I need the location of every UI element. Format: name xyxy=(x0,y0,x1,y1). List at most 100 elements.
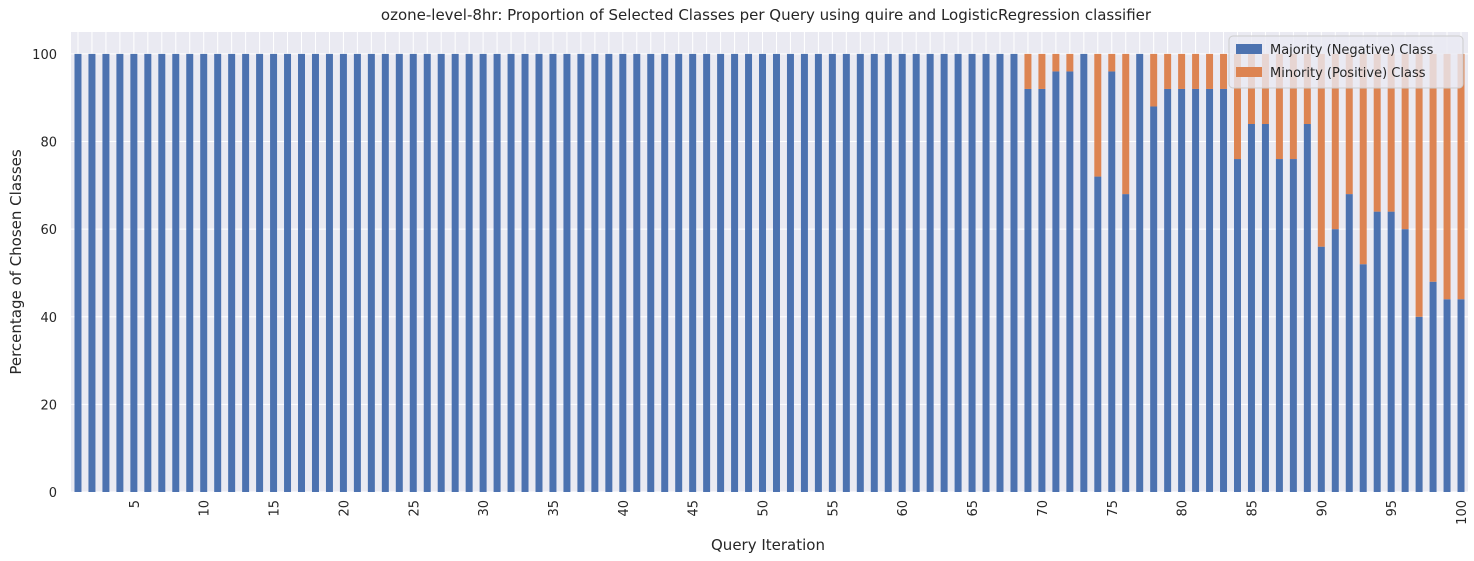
bar-majority xyxy=(284,53,292,493)
bar-majority xyxy=(367,53,375,493)
bar-majority xyxy=(800,53,808,493)
bar-minority xyxy=(1192,53,1200,89)
bar-majority xyxy=(661,53,669,493)
bar-majority xyxy=(1192,88,1200,492)
y-tick-label: 60 xyxy=(40,223,57,238)
x-axis-ticks: 5 10 15 20 25 30 35 40 45 50 55 60 65 70 75 80 85 90 95 100 xyxy=(128,500,1470,525)
bar-majority xyxy=(912,53,920,493)
bar-majority xyxy=(102,53,110,493)
bar-majority xyxy=(1401,229,1409,492)
legend-label-majority: Majority (Negative) Class xyxy=(1270,43,1434,58)
bar-majority xyxy=(675,53,683,493)
bar-minority xyxy=(1108,53,1116,72)
y-tick-label: 0 xyxy=(49,486,57,501)
bar-majority xyxy=(465,53,473,493)
bar-majority xyxy=(1359,264,1367,492)
y-tick-label: 100 xyxy=(32,48,57,63)
x-tick-label: 85 xyxy=(1245,500,1260,517)
x-tick-label: 55 xyxy=(826,500,841,517)
bar-majority xyxy=(884,53,892,493)
bar-majority xyxy=(409,53,417,493)
bar-majority xyxy=(619,53,627,493)
x-tick-label: 25 xyxy=(407,500,422,517)
bar-majority xyxy=(1024,88,1032,492)
x-tick-label: 70 xyxy=(1036,500,1051,517)
bar-majority xyxy=(828,53,836,493)
plot-area xyxy=(71,32,1468,492)
bar-minority xyxy=(1331,53,1339,230)
bar-majority xyxy=(1373,211,1381,492)
legend: Majority (Negative) Class Minority (Posi… xyxy=(1228,35,1464,89)
bars-group xyxy=(74,53,1465,493)
bar-minority xyxy=(1373,53,1381,212)
y-axis-ticks: 0 20 40 60 80 100 xyxy=(32,48,57,501)
bar-majority xyxy=(563,53,571,493)
bar-majority xyxy=(1206,88,1214,492)
x-tick-label: 45 xyxy=(687,500,702,517)
bar-majority xyxy=(242,53,250,493)
bar-majority xyxy=(982,53,990,493)
y-tick-label: 80 xyxy=(40,136,57,151)
bar-majority xyxy=(298,53,305,493)
x-tick-label: 10 xyxy=(198,500,213,517)
bar-majority xyxy=(1108,71,1116,492)
bar-minority xyxy=(1164,53,1172,89)
bar-majority xyxy=(144,53,152,493)
bar-majority xyxy=(437,53,445,493)
bar-majority xyxy=(703,53,711,493)
y-axis-label: Percentage of Chosen Classes xyxy=(7,149,25,375)
x-tick-label: 35 xyxy=(547,500,562,517)
bar-majority xyxy=(116,53,124,493)
bar-majority xyxy=(591,53,599,493)
bar-majority xyxy=(731,53,739,493)
bar-majority xyxy=(507,53,515,493)
bar-minority xyxy=(1275,53,1283,160)
bar-minority xyxy=(1415,53,1423,317)
bar-minority xyxy=(1066,53,1074,72)
bar-minority xyxy=(1359,53,1367,265)
bar-minority xyxy=(1206,53,1214,89)
bar-majority xyxy=(759,53,767,493)
bar-minority xyxy=(1457,53,1465,300)
bar-majority xyxy=(423,53,431,493)
bar-majority xyxy=(1429,281,1437,492)
x-tick-label: 30 xyxy=(477,500,492,517)
bar-majority xyxy=(1136,53,1144,493)
x-tick-label: 80 xyxy=(1176,500,1191,517)
bar-majority xyxy=(745,53,753,493)
bar-majority xyxy=(311,53,319,493)
bar-majority xyxy=(130,53,138,493)
x-tick-label: 75 xyxy=(1106,500,1121,517)
bar-minority xyxy=(1024,53,1032,89)
bar-majority xyxy=(1247,124,1255,492)
bar-majority xyxy=(1415,316,1423,492)
bar-minority xyxy=(1094,53,1102,177)
legend-box xyxy=(1228,35,1464,89)
bar-majority xyxy=(647,53,655,493)
x-tick-label: 95 xyxy=(1385,500,1400,517)
bar-majority xyxy=(395,53,403,493)
bar-majority xyxy=(717,53,725,493)
bar-majority xyxy=(535,53,543,493)
bar-minority xyxy=(1429,53,1437,282)
x-tick-label: 20 xyxy=(337,500,352,517)
bar-majority xyxy=(689,53,697,493)
x-tick-label: 50 xyxy=(757,500,772,517)
bar-minority xyxy=(1150,53,1158,107)
bar-majority xyxy=(1066,71,1074,492)
bar-minority xyxy=(1178,53,1186,89)
x-tick-label: 5 xyxy=(128,500,143,508)
bar-minority xyxy=(1303,53,1311,124)
bar-minority xyxy=(1289,53,1297,160)
bar-majority xyxy=(339,53,347,493)
bar-majority xyxy=(1220,88,1228,492)
bar-majority xyxy=(772,53,780,493)
bar-majority xyxy=(842,53,850,493)
x-axis-label: Query Iteration xyxy=(711,536,825,554)
chart-title: ozone-level-8hr: Proportion of Selected … xyxy=(381,6,1152,24)
bar-majority xyxy=(353,53,361,493)
legend-swatch-majority xyxy=(1236,44,1262,54)
bar-majority xyxy=(1080,53,1088,493)
bar-majority xyxy=(1122,194,1130,492)
